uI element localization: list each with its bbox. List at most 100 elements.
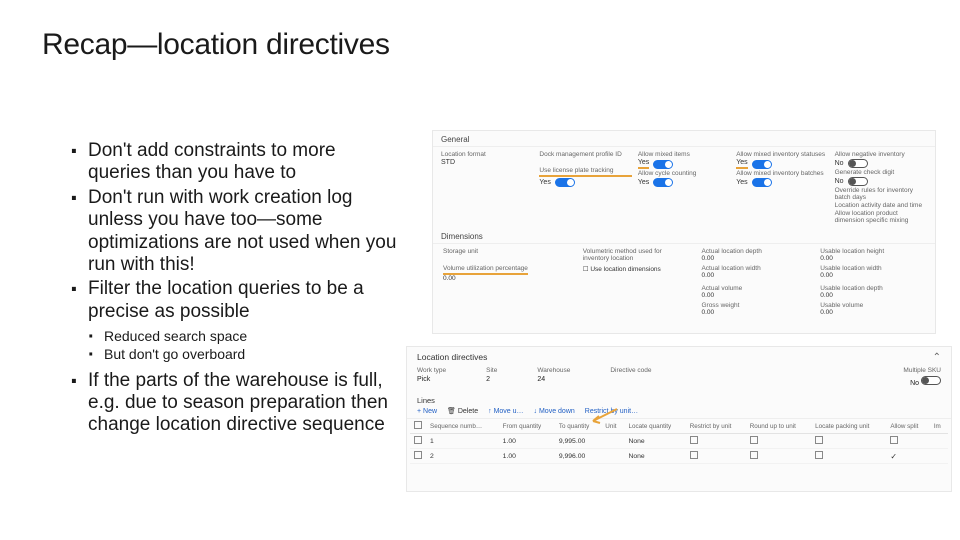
cell-rbu [686,434,746,449]
cell-from: 1.00 [499,434,555,449]
table-row[interactable]: 2 1.00 9,996.00 None [410,449,948,464]
val-gross-weight: 0.00 [701,309,714,316]
toggle-allow-mixed-batches[interactable]: Yes [736,178,828,187]
val-work-type[interactable]: Pick [417,376,446,383]
toggle-gen-check-digit[interactable]: No [835,177,927,186]
toggle-allow-mixed-items[interactable]: Yes [638,159,730,169]
col-allow-split[interactable]: Allow split [886,419,929,434]
lbl-vol-method: Volumetric method used for inventory loc… [583,248,662,262]
cell-seq: 1 [426,434,499,449]
lbl-usable-width: Usable location width [820,265,881,272]
val-site[interactable]: 2 [486,376,497,383]
lbl-warehouse: Warehouse [537,367,570,374]
val-actual-width: 0.00 [701,272,714,279]
col-locate-qty[interactable]: Locate quantity [624,419,685,434]
section-general: General [433,131,935,147]
lbl-usable-volume: Usable volume [820,302,863,309]
select-all-checkbox[interactable] [414,421,422,429]
toggle-multiple-sku[interactable]: No [910,376,941,387]
lbl-override-batch-days: Override rules for inventory batch days [835,187,927,201]
slide-title: Recap—location directives [42,28,390,62]
lbl-location-activity-dt: Location activity date and time [835,202,927,209]
bullet-3-sub-2: But don't go overboard [88,345,400,363]
val-usable-width: 0.00 [820,272,833,279]
lbl-allow-mixed-status: Allow mixed inventory statuses [736,151,828,158]
lbl-allow-mixed-batches: Allow mixed inventory batches [736,170,828,177]
val-usable-depth: 0.00 [820,292,833,299]
col-restrict-unit[interactable]: Restrict by unit [686,419,746,434]
lbl-work-type: Work type [417,367,446,374]
col-from-qty[interactable]: From quantity [499,419,555,434]
lbl-actual-volume: Actual volume [701,285,742,292]
bullet-3: Filter the location queries to be a prec… [70,278,400,363]
bullet-1: Don't add constraints to more queries th… [70,140,400,185]
move-up-button[interactable]: ↑ Move u… [488,408,523,415]
lbl-storage-unit: Storage unit [443,248,478,255]
row-checkbox[interactable] [414,436,422,444]
val-warehouse[interactable]: 24 [537,376,570,383]
table-row[interactable]: 1 1.00 9,995.00 None [410,434,948,449]
annotation-arrow-icon [587,407,621,425]
lbl-gen-check-digit: Generate check digit [835,169,927,176]
val-dock-profile [539,159,631,166]
lbl-gross-weight: Gross weight [701,302,739,309]
cell-to: 9,995.00 [555,434,601,449]
chk-use-loc-dims[interactable]: ☐ Use location dimensions [583,266,661,273]
toggle-allow-cycle-counting[interactable]: Yes [638,178,730,187]
lbl-site: Site [486,367,497,374]
lbl-location-format: Location format [441,151,533,158]
col-round-up[interactable]: Round up to unit [746,419,811,434]
val-usable-volume: 0.00 [820,309,833,316]
cell-rbu [686,449,746,464]
bullet-list: Don't add constraints to more queries th… [70,140,400,439]
lbl-usable-height: Usable location height [820,248,884,255]
val-actual-volume: 0.00 [701,292,714,299]
toggle-allow-negative[interactable]: No [835,159,927,168]
lbl-actual-depth: Actual location depth [701,248,761,255]
collapse-icon[interactable]: ⌃ [933,352,941,363]
cell-split [886,449,929,464]
cell-lpu [811,449,886,464]
lbl-actual-width: Actual location width [701,265,760,272]
ld-title: Location directives [417,352,487,363]
section-dimensions: Dimensions [433,228,935,244]
bullet-3-sub-1: Reduced search space [88,327,400,345]
cell-lpu [811,434,886,449]
val-usable-height: 0.00 [820,255,833,262]
cell-rup [746,449,811,464]
cell-loc: None [624,449,685,464]
lbl-dock-profile: Dock management profile ID [539,151,631,158]
toggle-allow-mixed-status[interactable]: Yes [736,159,828,169]
col-locate-pack[interactable]: Locate packing unit [811,419,886,434]
cell-seq: 2 [426,449,499,464]
new-button[interactable]: + New [417,408,437,415]
screenshot-location-directives: Location directives ⌃ Work type Pick Site… [406,346,952,492]
cell-split [886,434,929,449]
lbl-allow-dim-mixing: Allow location product dimension specifi… [835,210,927,224]
row-checkbox[interactable] [414,451,422,459]
val-directive-code[interactable] [610,376,651,383]
bullet-3-text: Filter the location queries to be a prec… [88,278,364,321]
bullet-2: Don't run with work creation log unless … [70,187,400,277]
val-location-format: STD [441,159,533,166]
col-im[interactable]: Im [930,419,948,434]
val-actual-depth: 0.00 [701,255,714,262]
move-down-button[interactable]: ↓ Move down [534,408,575,415]
cell-unit [601,449,624,464]
col-sequence[interactable]: Sequence numb… [426,419,499,434]
cell-rup [746,434,811,449]
cell-unit [601,434,624,449]
cell-to: 9,996.00 [555,449,601,464]
val-vol-util: 0.00 [443,275,456,282]
lines-grid[interactable]: Sequence numb… From quantity To quantity… [410,419,948,464]
lbl-allow-cycle-counting: Allow cycle counting [638,170,730,177]
screenshot-location-profile: General Location format STD Dock managem… [432,130,936,334]
toggle-use-lp-tracking[interactable]: Yes [539,178,631,187]
bullet-4: If the parts of the warehouse is full, e… [70,370,400,437]
lbl-directive-code: Directive code [610,367,651,374]
lbl-usable-depth: Usable location depth [820,285,883,292]
cell-loc: None [624,434,685,449]
lbl-vol-util: Volume utilization percentage [443,265,528,275]
lbl-allow-mixed-items: Allow mixed items [638,151,730,158]
delete-button[interactable]: 🗑 Delete [447,407,478,415]
